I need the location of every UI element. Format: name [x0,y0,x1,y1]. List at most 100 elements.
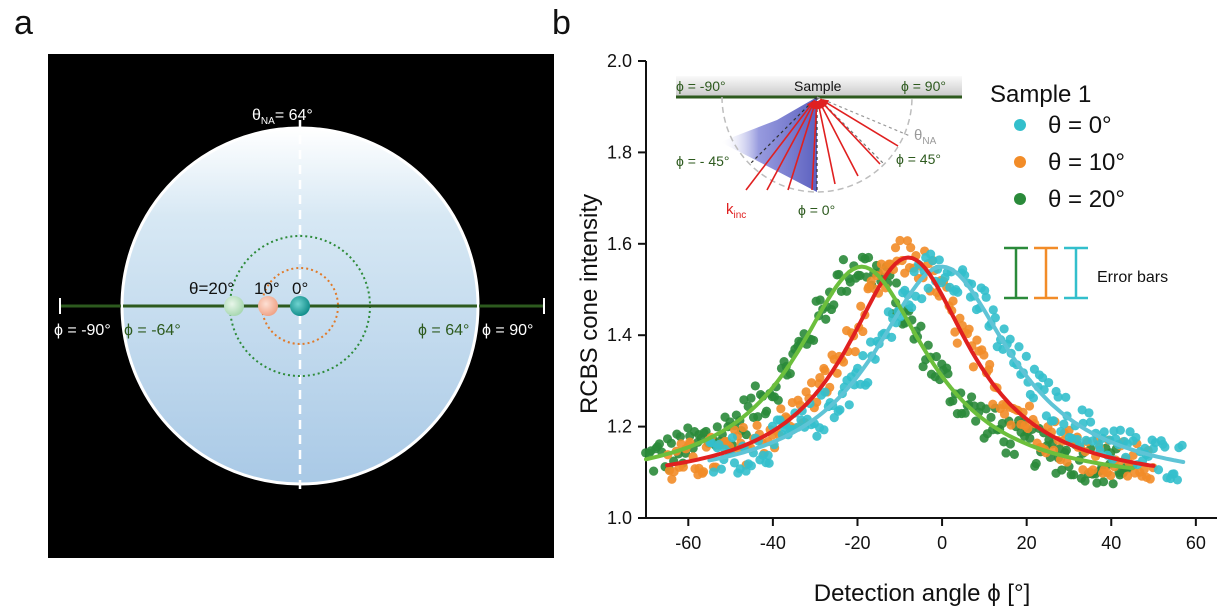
incident-ray [811,100,818,191]
data-point [923,340,933,350]
data-point [1021,351,1031,361]
inset-label-phi-0: ϕ = 0° [798,202,835,218]
data-point [1069,470,1079,480]
data-point [761,406,772,416]
data-point [763,450,773,461]
data-point [834,269,844,280]
data-point [906,243,916,253]
data-point [729,458,740,468]
data-point [741,429,751,440]
inset-label-kinc: kinc [726,201,746,221]
panel-label-a: a [14,4,33,42]
incident-ray [817,100,836,185]
data-point [667,474,677,484]
data-point [1080,476,1090,486]
inset-label-phi-m90: ϕ = -90° [676,78,726,94]
data-point [934,255,944,265]
data-point [923,283,933,293]
data-point [1172,475,1183,485]
data-point [1078,465,1088,475]
data-point [1044,377,1054,388]
data-point [981,404,991,414]
x-tick-label: -20 [844,533,870,553]
error-bars-label: Error bars [1097,269,1168,286]
legend-label: θ = 0° [1048,112,1112,139]
x-tick-label: -40 [760,533,786,553]
data-point [1123,471,1133,481]
data-point [842,286,852,296]
data-point [1005,334,1015,344]
legend-label: θ = 10° [1048,149,1125,176]
data-point [1061,445,1071,455]
data-point [701,426,711,437]
x-tick-label: 0 [937,533,947,553]
panel-label-b: b [552,4,571,42]
data-point [812,431,822,441]
data-point [1086,417,1096,427]
data-point [727,433,737,443]
data-point [858,326,868,337]
backscatter-cone [720,97,817,192]
y-tick-label: 1.0 [607,508,632,528]
data-point [815,295,825,305]
inset-label-phi-m45: ϕ = - 45° [676,153,730,169]
data-point [891,278,902,288]
error-bars-legend [1004,246,1088,300]
data-point [1139,464,1149,475]
data-point [971,416,981,426]
inset-semicircle [721,96,913,193]
label-phi-minus-90: ϕ = -90° [54,322,111,339]
data-point [1145,474,1155,484]
inset-dash-na [816,96,911,137]
data-point [1024,401,1035,411]
legend-label: θ = 20° [1048,186,1125,213]
y-tick-label: 1.8 [607,142,632,162]
data-point [1062,457,1072,467]
data-point [819,425,829,435]
legend-marker [1014,193,1026,205]
data-point [1115,425,1125,435]
data-point [931,351,941,362]
data-point [806,378,817,388]
data-point [750,381,760,391]
data-point [968,362,979,372]
data-point [821,314,831,324]
data-point [953,287,963,297]
data-point [752,420,762,430]
axes: -60 -40 -20 0 20 40 60 1.0 1.2 1.4 1.6 1.8 2.0 [607,51,1217,553]
data-point [917,294,927,304]
y-tick-label: 1.2 [607,417,632,437]
inset-label-sample: Sample [794,78,842,94]
data-point [909,267,919,277]
data-point [753,412,763,422]
inset-dash-45 [816,96,885,165]
data-point [1106,470,1116,481]
label-theta-10: 10° [254,279,280,298]
data-point [820,366,830,376]
data-point [1031,458,1041,469]
data-point [943,369,953,379]
label-phi-minus-64: ϕ = -64° [124,322,181,339]
incident-ray [818,100,859,177]
data-point [858,351,868,361]
x-tick-label: 60 [1186,533,1206,553]
data-point [712,422,722,432]
data-point [863,252,874,263]
x-axis-title: Detection angle ϕ [°] [814,580,1031,606]
data-point [988,305,998,315]
inset-dash-minus-45 [749,96,818,165]
data-point [698,467,709,477]
data-point [887,332,897,342]
data-point [835,405,845,415]
data-point [838,255,849,265]
sample-slab [676,76,962,97]
data-point [785,369,795,379]
data-point [1131,432,1141,443]
data-point [999,324,1009,334]
y-tick-label: 1.6 [607,234,632,254]
label-phi-90: ϕ = 90° [482,322,533,339]
data-point [675,432,685,442]
incident-ray [819,99,881,165]
data-point [844,400,854,410]
data-point [708,467,719,477]
